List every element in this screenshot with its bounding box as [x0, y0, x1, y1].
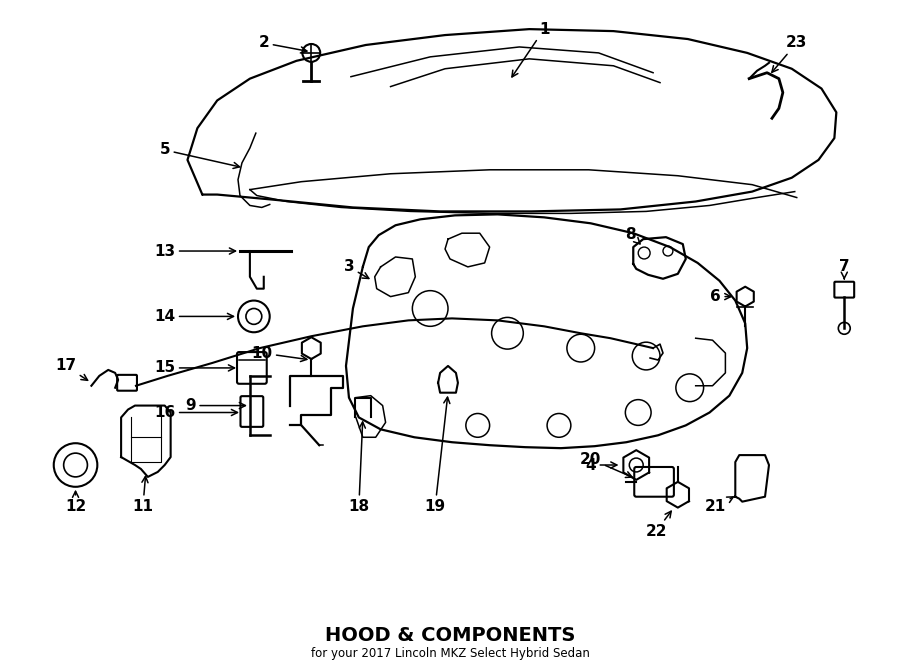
Text: 11: 11: [132, 477, 153, 514]
Text: 9: 9: [185, 398, 246, 413]
Text: 7: 7: [839, 260, 850, 279]
Text: 14: 14: [154, 309, 233, 324]
Text: 12: 12: [65, 491, 86, 514]
Text: 8: 8: [625, 226, 640, 244]
Text: 20: 20: [580, 451, 632, 477]
Text: 4: 4: [585, 457, 616, 473]
Text: HOOD & COMPONENTS: HOOD & COMPONENTS: [325, 626, 575, 645]
Text: 3: 3: [344, 260, 369, 279]
Text: 18: 18: [348, 422, 369, 514]
Text: 19: 19: [425, 397, 450, 514]
Text: 22: 22: [645, 511, 671, 539]
Text: 23: 23: [772, 36, 807, 72]
Text: 17: 17: [55, 358, 87, 381]
Text: 5: 5: [159, 142, 239, 168]
Text: for your 2017 Lincoln MKZ Select Hybrid Sedan: for your 2017 Lincoln MKZ Select Hybrid …: [310, 647, 590, 660]
Text: 10: 10: [251, 346, 307, 361]
Text: 13: 13: [154, 244, 236, 259]
Text: 6: 6: [710, 289, 731, 304]
Text: 21: 21: [705, 497, 734, 514]
Text: 1: 1: [512, 22, 549, 77]
Text: 15: 15: [154, 360, 235, 375]
Text: 16: 16: [154, 405, 238, 420]
Text: 2: 2: [258, 36, 307, 53]
